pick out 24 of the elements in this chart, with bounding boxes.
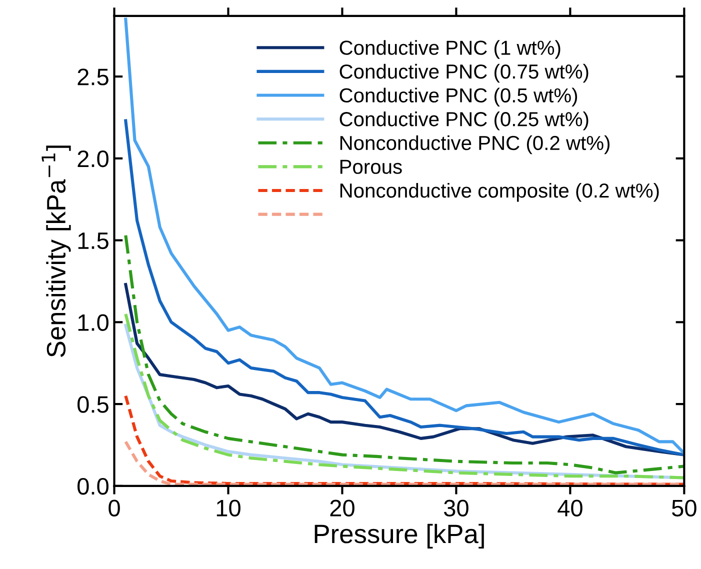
- legend-label: Porous: [340, 160, 402, 174]
- legend-label: Conductive PNC (0.25 wt%): [340, 112, 588, 130]
- legend-label: Nonconductive composite (0.2 wt%): [340, 182, 659, 202]
- x-tick-label: 0: [108, 500, 120, 516]
- x-tick-label: 40: [558, 500, 582, 516]
- y-tick-label: 2.0: [78, 150, 108, 168]
- line-series: [124, 394, 684, 486]
- x-tick-label: 30: [444, 500, 468, 516]
- legend-label: Conductive PNC (1 wt%): [340, 40, 560, 59]
- x-tick-label: 10: [216, 500, 240, 516]
- legend-label: Conductive PNC (0.75 wt%): [340, 64, 588, 83]
- x-tick-label: 20: [330, 500, 354, 516]
- y-tick-label: 1.0: [78, 314, 108, 331]
- legend-label: Nonconductive PNC (0.2 wt%): [340, 135, 610, 154]
- y-tick-label: 0.5: [78, 396, 108, 413]
- y-tick-label: 1.5: [78, 232, 108, 250]
- line-series: [124, 234, 684, 474]
- line-series: [124, 18, 684, 455]
- legend-label: Conductive PNC (0.5 wt%): [340, 88, 578, 106]
- y-axis-title: Sensitivity [kPa$^{−1}$]: [42, 146, 71, 357]
- y-tick-label: 2.5: [78, 68, 108, 86]
- x-axis-title: Pressure [kPa]: [314, 524, 484, 549]
- y-tick-label: 0.0: [78, 478, 108, 495]
- x-tick-label: 50: [672, 500, 696, 516]
